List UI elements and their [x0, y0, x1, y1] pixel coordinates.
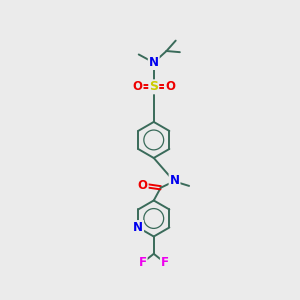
Text: F: F	[139, 256, 147, 269]
Text: O: O	[133, 80, 142, 93]
Text: N: N	[169, 174, 179, 187]
Text: N: N	[149, 56, 159, 69]
Text: F: F	[161, 256, 169, 269]
Text: S: S	[149, 80, 158, 93]
Text: O: O	[165, 80, 175, 93]
Text: N: N	[133, 221, 143, 234]
Text: O: O	[138, 179, 148, 192]
